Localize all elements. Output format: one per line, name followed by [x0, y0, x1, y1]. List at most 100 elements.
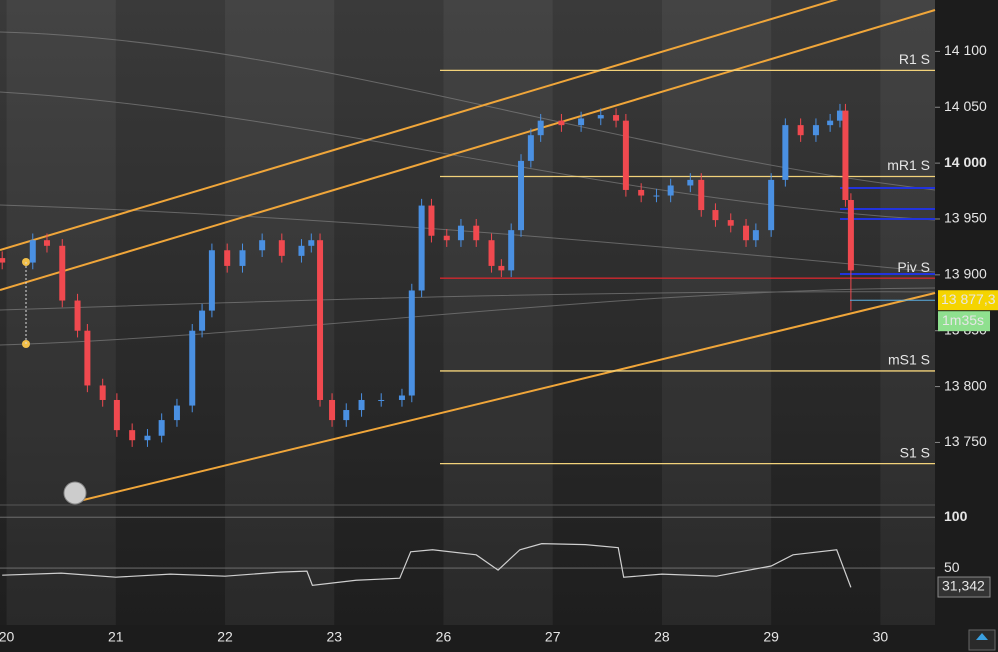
candle-body	[812, 125, 819, 136]
timer-box	[938, 311, 990, 332]
candle-body	[208, 250, 215, 311]
x-tick-label: 23	[326, 629, 342, 645]
x-tick-label: 20	[0, 629, 15, 645]
candle-body	[842, 110, 849, 200]
pivot-label: Piv S	[897, 259, 930, 275]
ma-line	[0, 31, 936, 191]
candle-body	[597, 115, 604, 119]
candle-body	[278, 240, 285, 256]
oscillator-line	[2, 543, 852, 588]
candle-body	[129, 430, 136, 441]
candle-body	[239, 250, 246, 266]
candle-body	[144, 435, 151, 441]
candle-body	[836, 110, 843, 121]
osc-last-box	[937, 576, 991, 598]
candle-body	[847, 199, 854, 271]
candle-body	[782, 125, 789, 180]
day-band	[443, 0, 553, 625]
candle-body	[558, 120, 565, 126]
candle-body	[317, 240, 324, 400]
candle-body	[99, 385, 106, 400]
y-tick-label: 13 900	[944, 266, 987, 282]
candle-body	[173, 405, 180, 421]
candle-body	[622, 120, 629, 190]
osc-tick-label: 50	[944, 559, 960, 575]
y-tick-label: 13 950	[944, 210, 987, 226]
candle-body	[428, 205, 435, 236]
channel-line	[0, 0, 839, 251]
candle-body	[199, 310, 206, 331]
day-band	[225, 0, 335, 625]
alert-icon[interactable]	[63, 481, 87, 505]
candle-body	[518, 160, 525, 231]
candle-body	[768, 179, 775, 231]
candle-body	[224, 250, 231, 266]
candle-body	[329, 399, 336, 421]
candle-body	[259, 240, 266, 251]
candle-body	[743, 225, 750, 241]
candle-body	[727, 220, 734, 226]
x-tick-label: 26	[436, 629, 452, 645]
candle-body	[43, 240, 50, 246]
candle-body	[418, 205, 425, 291]
candle-body	[358, 399, 365, 411]
candle-body	[298, 245, 305, 256]
last-price-label: 13 877,3	[941, 291, 996, 307]
osc-tick-label: 100	[944, 508, 968, 524]
day-band	[661, 0, 772, 625]
candle-body	[653, 195, 660, 197]
candle-body	[488, 240, 495, 266]
y-tick-label: 14 000	[944, 154, 987, 170]
y-tick-label: 14 050	[944, 98, 987, 114]
candle-body	[498, 265, 505, 271]
candle-body	[797, 125, 804, 136]
channel-line	[74, 292, 936, 503]
candle-body	[308, 240, 315, 246]
candle-body	[578, 118, 585, 126]
day-band	[6, 0, 116, 625]
y-tick-label: 13 800	[944, 377, 987, 393]
candle-body	[457, 225, 464, 241]
candle-body	[158, 420, 165, 436]
candle-body	[59, 245, 66, 301]
channel	[0, 0, 936, 503]
candle-body	[84, 330, 91, 386]
candle-body	[508, 230, 515, 271]
candle-body	[752, 230, 759, 241]
x-tick-label: 21	[108, 629, 124, 645]
y-tick-label: 14 100	[944, 42, 987, 58]
candle-body	[473, 225, 480, 241]
y-tick-label: 13 750	[944, 433, 987, 449]
candle-body	[408, 290, 415, 396]
candle-body	[827, 120, 834, 126]
last-price-box	[938, 290, 998, 311]
candle-body	[113, 399, 120, 431]
candle-body	[537, 120, 544, 136]
x-tick-label: 28	[654, 629, 670, 645]
candle-body	[189, 330, 196, 406]
candle-body	[613, 115, 620, 121]
timer-label: 1m35s	[942, 312, 984, 328]
candle-body	[443, 235, 450, 241]
candle-body	[343, 410, 350, 421]
pivot-label: mS1 S	[888, 352, 930, 368]
osc-last-label: 31,342	[942, 578, 985, 594]
x-tick-label: 22	[217, 629, 233, 645]
pivot-label: mR1 S	[887, 157, 930, 173]
ma-line	[0, 287, 936, 346]
pivot-label: R1 S	[899, 51, 930, 67]
scroll-icon	[976, 633, 988, 640]
pivot-label: S1 S	[900, 444, 930, 460]
candle-body	[667, 185, 674, 196]
x-tick-label: 27	[545, 629, 561, 645]
ma-line	[0, 91, 936, 221]
candle-body	[638, 189, 645, 196]
candle-body	[687, 179, 694, 186]
candle-body	[74, 300, 81, 331]
order-lines	[840, 187, 935, 275]
x-axis-panel	[0, 625, 935, 652]
candle-body	[398, 395, 405, 400]
x-tick-label: 30	[873, 629, 889, 645]
